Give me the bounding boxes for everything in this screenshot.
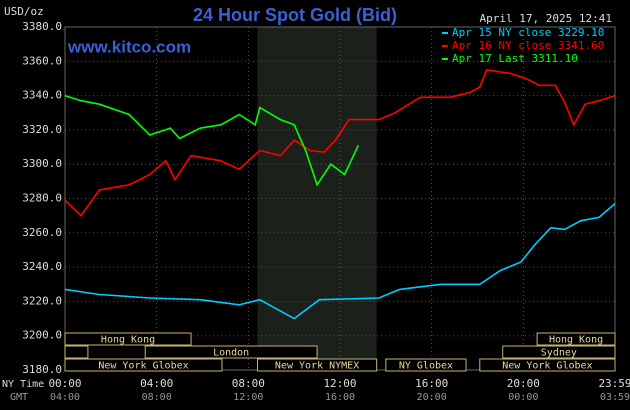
x2-tick-label: 20:00 <box>417 392 447 403</box>
session-label: Hong Kong <box>101 335 155 346</box>
legend-entry: Apr 17 Last 3311.10 <box>452 52 578 65</box>
x-tick-label: 00:00 <box>48 377 81 390</box>
x2-tick-label: 12:00 <box>233 392 263 403</box>
session-box <box>257 358 378 372</box>
x-tick-label: 23:59 <box>598 377 630 390</box>
session-label: London <box>213 348 249 359</box>
session-label: NY Globex <box>399 361 453 372</box>
session-box <box>479 358 616 372</box>
y-tick-label: 3300.0 <box>22 157 62 170</box>
x-tick-label: 20:00 <box>507 377 540 390</box>
series-line <box>64 69 616 217</box>
session-box <box>385 358 467 372</box>
y-tick-label: 3240.0 <box>22 260 62 273</box>
y-tick-label: 3340.0 <box>22 89 62 102</box>
x-tick-label: 12:00 <box>323 377 356 390</box>
x2-tick-label: 03:59 <box>600 392 630 403</box>
x-tick-label: 04:00 <box>140 377 173 390</box>
session-box <box>64 358 223 372</box>
x-tick-label: 08:00 <box>232 377 265 390</box>
session-label: New York Globex <box>98 361 188 372</box>
series-line <box>64 94 360 187</box>
x2-tick-label: 16:00 <box>325 392 355 403</box>
legend-entry: Apr 15 NY close 3229.10 <box>452 26 604 39</box>
session-box <box>502 345 616 359</box>
y-tick-label: 3320.0 <box>22 123 62 136</box>
x-axis-label: NY Time <box>2 379 44 390</box>
session-box <box>536 332 616 346</box>
session-label: New York NYMEX <box>275 361 359 372</box>
x2-tick-label: 04:00 <box>50 392 80 403</box>
session-box <box>64 332 192 346</box>
session-box <box>144 345 318 359</box>
y-tick-label: 3200.0 <box>22 329 62 342</box>
chart-title: 24 Hour Spot Gold (Bid) <box>193 5 397 25</box>
session-label: New York Globex <box>502 361 592 372</box>
x2-axis-label: GMT <box>10 392 28 403</box>
y-tick-label: 3180.0 <box>22 363 62 376</box>
y-tick-label: 3360.0 <box>22 54 62 67</box>
y-tick-label: 3280.0 <box>22 192 62 205</box>
source: www.kitco.com <box>67 37 191 56</box>
timestamp: April 17, 2025 12:41 <box>480 12 612 25</box>
y-tick-label: 3220.0 <box>22 294 62 307</box>
series-line <box>64 202 616 320</box>
y-tick-label: 3260.0 <box>22 226 62 239</box>
session-label: Sydney <box>541 348 577 359</box>
x2-tick-label: 00:00 <box>508 392 538 403</box>
y-axis-label: USD/oz <box>4 5 44 18</box>
legend-entry: Apr 16 NY close 3341.60 <box>452 39 604 52</box>
x-tick-label: 16:00 <box>415 377 448 390</box>
y-tick-label: 3380.0 <box>22 20 62 33</box>
x2-tick-label: 08:00 <box>142 392 172 403</box>
session-label: Hong Kong <box>549 335 603 346</box>
session-box <box>64 345 89 359</box>
